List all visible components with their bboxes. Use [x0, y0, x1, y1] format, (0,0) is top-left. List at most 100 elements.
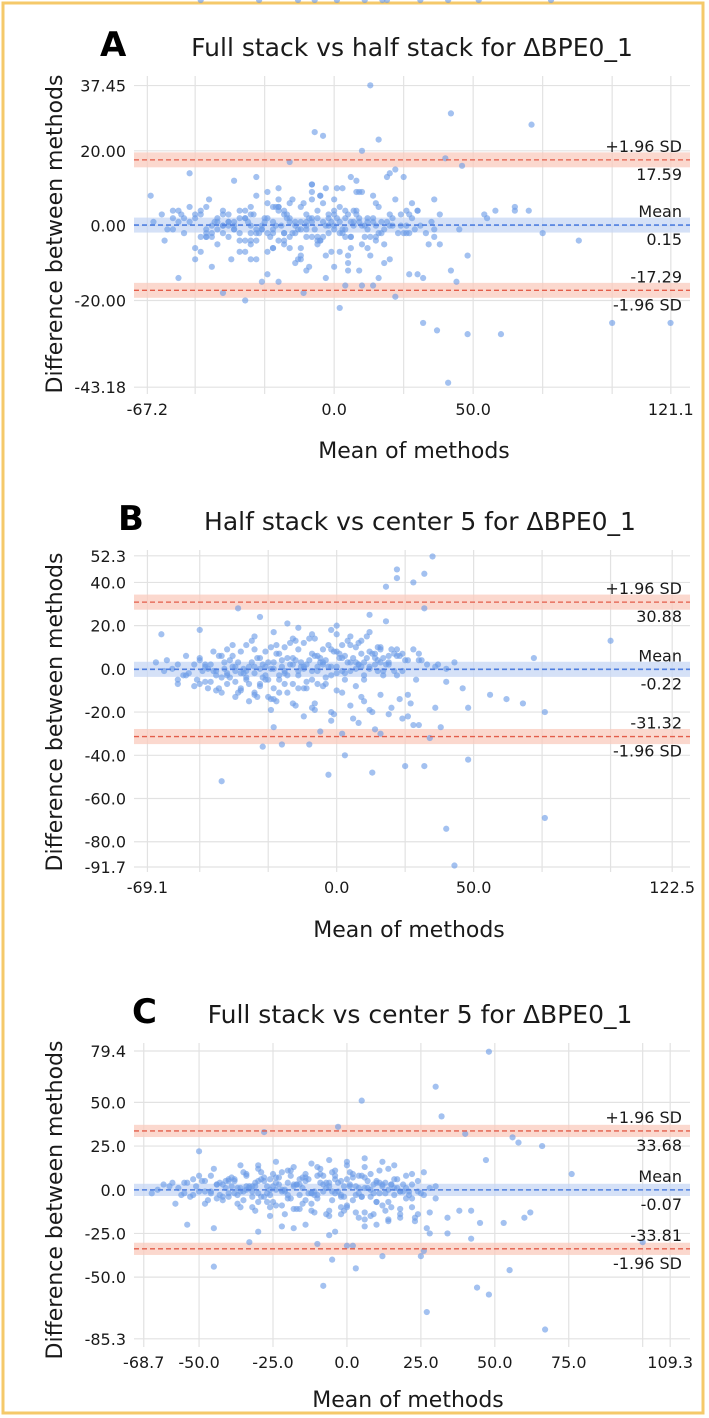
data-point — [395, 230, 402, 237]
data-point — [383, 173, 391, 181]
data-point — [379, 1181, 386, 1188]
data-point — [328, 626, 335, 634]
data-point — [393, 566, 401, 573]
data-point — [575, 237, 582, 244]
data-point — [224, 680, 231, 688]
data-point — [423, 1225, 430, 1232]
data-point — [476, 1219, 484, 1227]
panel-title: Full stack vs half stack for ΔBPE0_1 — [191, 33, 633, 62]
data-point — [339, 689, 346, 696]
data-point — [296, 1191, 303, 1199]
mean-label: Mean — [638, 202, 682, 221]
data-point — [289, 635, 296, 642]
data-point — [358, 650, 365, 657]
x-axis-label: Mean of methods — [312, 1388, 504, 1413]
data-point — [366, 663, 373, 670]
data-point — [411, 226, 418, 233]
plot-area: -91.7 -80.0 -60.0 -40.0 -20.0 0.0 20.0 40.0 52.3… — [85, 547, 696, 897]
data-point — [325, 211, 332, 218]
data-point — [444, 1214, 451, 1221]
data-point — [283, 215, 290, 222]
data-point — [215, 652, 223, 659]
data-point — [515, 1139, 522, 1146]
data-point — [333, 215, 341, 222]
data-point — [202, 678, 209, 685]
data-point — [410, 646, 417, 653]
data-point — [370, 1211, 377, 1218]
data-point — [295, 624, 302, 631]
data-point — [468, 1207, 475, 1214]
data-point — [308, 631, 316, 638]
data-point — [295, 646, 302, 653]
data-point — [355, 719, 362, 726]
data-point — [422, 230, 429, 237]
data-point — [276, 672, 283, 679]
data-point — [437, 724, 444, 731]
data-point — [275, 237, 282, 244]
data-point — [187, 1193, 194, 1200]
data-point — [322, 680, 329, 688]
data-point — [281, 230, 288, 237]
data-point — [355, 1172, 362, 1179]
data-point — [389, 215, 396, 222]
data-point — [311, 1209, 318, 1216]
data-point — [314, 215, 321, 222]
data-point — [369, 769, 376, 776]
lower-limit-band — [134, 282, 690, 298]
data-point — [264, 271, 271, 278]
data-point — [352, 1209, 359, 1216]
data-point — [175, 218, 182, 226]
data-point — [385, 652, 392, 659]
data-point — [426, 1209, 433, 1216]
data-point — [185, 670, 192, 677]
data-point — [225, 233, 232, 240]
data-point — [339, 185, 346, 192]
data-point — [225, 218, 232, 226]
data-point — [193, 676, 201, 683]
data-point — [226, 657, 233, 664]
plot-background — [134, 76, 690, 394]
data-point — [421, 763, 428, 770]
panel-c: C Full stack vs center 5 for ΔBPE0_1 -85… — [43, 0, 693, 1413]
data-point — [459, 685, 466, 692]
data-point — [492, 207, 499, 214]
data-point — [382, 618, 390, 625]
y-tick-label: 0.0 — [101, 1181, 126, 1200]
data-point — [400, 1181, 407, 1188]
data-point — [342, 207, 349, 214]
data-point — [475, 0, 482, 4]
data-point — [397, 1211, 404, 1218]
data-point — [295, 685, 302, 692]
data-point — [232, 693, 239, 701]
data-point — [609, 319, 616, 327]
upper-limit-label: +1.96 SD — [605, 579, 682, 598]
data-point — [402, 763, 409, 770]
data-point — [262, 672, 269, 679]
data-point — [249, 1193, 256, 1200]
data-point — [385, 659, 392, 666]
data-point — [393, 672, 401, 679]
data-point — [237, 1162, 244, 1169]
data-point — [420, 274, 427, 282]
data-point — [172, 1200, 179, 1207]
lower-limit-value: -17.29 — [630, 267, 682, 286]
data-point — [269, 1183, 277, 1190]
mean-value: 0.15 — [646, 230, 682, 249]
data-point — [186, 203, 193, 211]
data-point — [295, 672, 302, 679]
data-point — [270, 724, 277, 731]
data-point — [186, 218, 193, 226]
data-point — [408, 1204, 416, 1211]
data-point — [352, 659, 359, 666]
data-point — [349, 1174, 356, 1181]
data-point — [308, 676, 316, 683]
y-tick-label: 0.0 — [101, 660, 126, 679]
data-point — [281, 241, 288, 248]
data-point — [434, 661, 442, 668]
x-tick-label: 0.0 — [334, 1353, 359, 1372]
data-point — [426, 734, 433, 742]
data-point — [174, 676, 181, 683]
data-point — [290, 1163, 297, 1171]
data-point — [297, 244, 304, 252]
data-point — [377, 730, 384, 737]
